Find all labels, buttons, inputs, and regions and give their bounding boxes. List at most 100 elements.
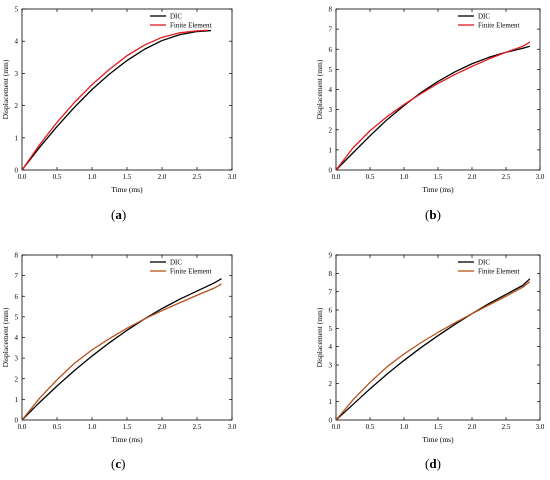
- y-axis-label: Displacement (mm): [315, 59, 324, 119]
- x-tick-label: 3.0: [228, 423, 237, 431]
- x-tick-label: 2.5: [193, 173, 202, 181]
- y-tick-label: 7: [15, 272, 19, 280]
- x-tick-label: 0.0: [332, 173, 341, 181]
- legend-entry: Finite Element: [170, 22, 211, 30]
- y-tick-label: 8: [15, 252, 19, 260]
- x-axis-label: Time (ms): [111, 185, 143, 194]
- x-tick-label: 2.0: [158, 423, 167, 431]
- y-tick-label: 1: [15, 396, 19, 404]
- chart-panel-c: 0.0 0.5 1.0 1.5 2.0 2.5 3.0 0 1 2 3 4 5 6 7 8 Time (ms) D…: [1, 252, 237, 445]
- y-tick-label: 3: [15, 355, 19, 363]
- x-tick-label: 2.5: [502, 423, 511, 431]
- legend-entry: DIC: [170, 13, 182, 21]
- x-tick-label: 3.0: [228, 173, 237, 181]
- y-tick-label: 8: [329, 270, 333, 278]
- x-tick-label: 0.5: [366, 173, 375, 181]
- chart-panel-b: 0.0 0.5 1.0 1.5 2.0 2.5 3.0 0 1 2 3 4 5 6 7 8 Time (ms) D…: [315, 6, 545, 195]
- y-tick-label: 9: [329, 252, 333, 260]
- y-tick-label: 3: [329, 362, 333, 370]
- y-tick-label: 6: [15, 293, 19, 301]
- y-tick-label: 0: [15, 417, 19, 425]
- x-tick-label: 1.5: [123, 173, 132, 181]
- plot-frame: [21, 254, 233, 421]
- plot-frame: [335, 8, 541, 171]
- x-axis-label: Time (ms): [422, 435, 454, 444]
- y-tick-label: 4: [15, 334, 19, 342]
- y-tick-label: 5: [329, 325, 333, 333]
- series-line-finite-element: [21, 283, 222, 421]
- x-tick-label: 2.5: [193, 423, 202, 431]
- y-tick-label: 0: [329, 417, 333, 425]
- x-tick-label: 0.5: [53, 173, 62, 181]
- y-tick-label: 0: [15, 167, 19, 175]
- y-tick-label: 6: [329, 46, 333, 54]
- y-tick-label: 2: [15, 102, 19, 110]
- series-line-finite-element: [335, 41, 531, 171]
- x-tick-label: 3.0: [536, 423, 545, 431]
- x-axis-label: Time (ms): [422, 185, 454, 194]
- caption-d: (d): [425, 456, 441, 471]
- x-tick-label: 2.5: [502, 173, 511, 181]
- y-tick-label: 5: [329, 66, 333, 74]
- x-tick-label: 0.5: [366, 423, 375, 431]
- y-tick-label: 1: [329, 146, 333, 154]
- legend-entry: DIC: [478, 259, 490, 267]
- x-tick-label: 1.0: [400, 423, 409, 431]
- x-tick-label: 0.5: [53, 423, 62, 431]
- x-tick-label: 1.5: [434, 173, 443, 181]
- y-tick-label: 5: [15, 313, 19, 321]
- y-tick-label: 5: [15, 6, 19, 14]
- y-tick-label: 2: [329, 380, 333, 388]
- y-tick-label: 6: [329, 307, 333, 315]
- x-tick-label: 0.0: [18, 423, 27, 431]
- y-tick-label: 4: [329, 86, 333, 94]
- x-tick-label: 2.0: [468, 423, 477, 431]
- x-tick-label: 0.0: [332, 423, 341, 431]
- series-line-dic: [21, 29, 212, 171]
- caption-c: (c): [111, 456, 126, 471]
- y-tick-label: 4: [329, 343, 333, 351]
- x-tick-label: 1.0: [88, 423, 97, 431]
- y-tick-label: 3: [329, 106, 333, 114]
- caption-letter-d: d: [429, 456, 437, 471]
- x-tick-label: 2.0: [468, 173, 477, 181]
- y-tick-label: 0: [329, 167, 333, 175]
- y-axis-label: Displacement (mm): [1, 59, 10, 119]
- x-tick-label: 2.0: [158, 173, 167, 181]
- series-line-finite-element: [21, 29, 208, 171]
- chart-panel-d: 0.0 0.5 1.0 1.5 2.0 2.5 3.0 0 1 2 3 4 5 6 7 8 9 Time (ms)…: [315, 252, 545, 445]
- caption-b: (b): [425, 207, 441, 222]
- series-line-dic: [335, 45, 530, 171]
- legend-entry: Finite Element: [478, 22, 519, 30]
- y-tick-label: 2: [329, 126, 333, 134]
- caption-letter-a: a: [115, 207, 122, 222]
- caption-letter-c: c: [115, 456, 122, 471]
- caption-letter-b: b: [429, 207, 437, 222]
- legend-entry: DIC: [170, 259, 182, 267]
- caption-a: (a): [111, 207, 127, 222]
- x-tick-label: 1.0: [400, 173, 409, 181]
- plot-frame: [21, 8, 233, 171]
- y-tick-label: 1: [329, 398, 333, 406]
- series-line-dic: [21, 278, 222, 421]
- series-line-dic: [335, 278, 531, 421]
- legend-entry: Finite Element: [478, 268, 519, 276]
- legend-entry: DIC: [478, 13, 490, 21]
- y-tick-label: 8: [329, 6, 333, 14]
- x-tick-label: 3.0: [536, 173, 545, 181]
- y-tick-label: 7: [329, 26, 333, 34]
- y-axis-label: Displacement (mm): [315, 307, 324, 367]
- x-axis-label: Time (ms): [111, 435, 143, 444]
- y-tick-label: 2: [15, 375, 19, 383]
- series-line-finite-element: [335, 281, 531, 421]
- y-axis-label: Displacement (mm): [1, 307, 10, 367]
- x-tick-label: 1.5: [434, 423, 443, 431]
- x-tick-label: 1.5: [123, 423, 132, 431]
- y-tick-label: 4: [15, 38, 19, 46]
- x-tick-label: 0.0: [18, 173, 27, 181]
- y-tick-label: 7: [329, 288, 333, 296]
- y-tick-label: 1: [15, 134, 19, 142]
- plot-frame: [335, 254, 541, 421]
- legend-entry: Finite Element: [170, 268, 211, 276]
- chart-panel-a: 0.0 0.5 1.0 1.5 2.0 2.5 3.0 0 1 2 3 4 5 Time (ms) Disp…: [1, 6, 237, 195]
